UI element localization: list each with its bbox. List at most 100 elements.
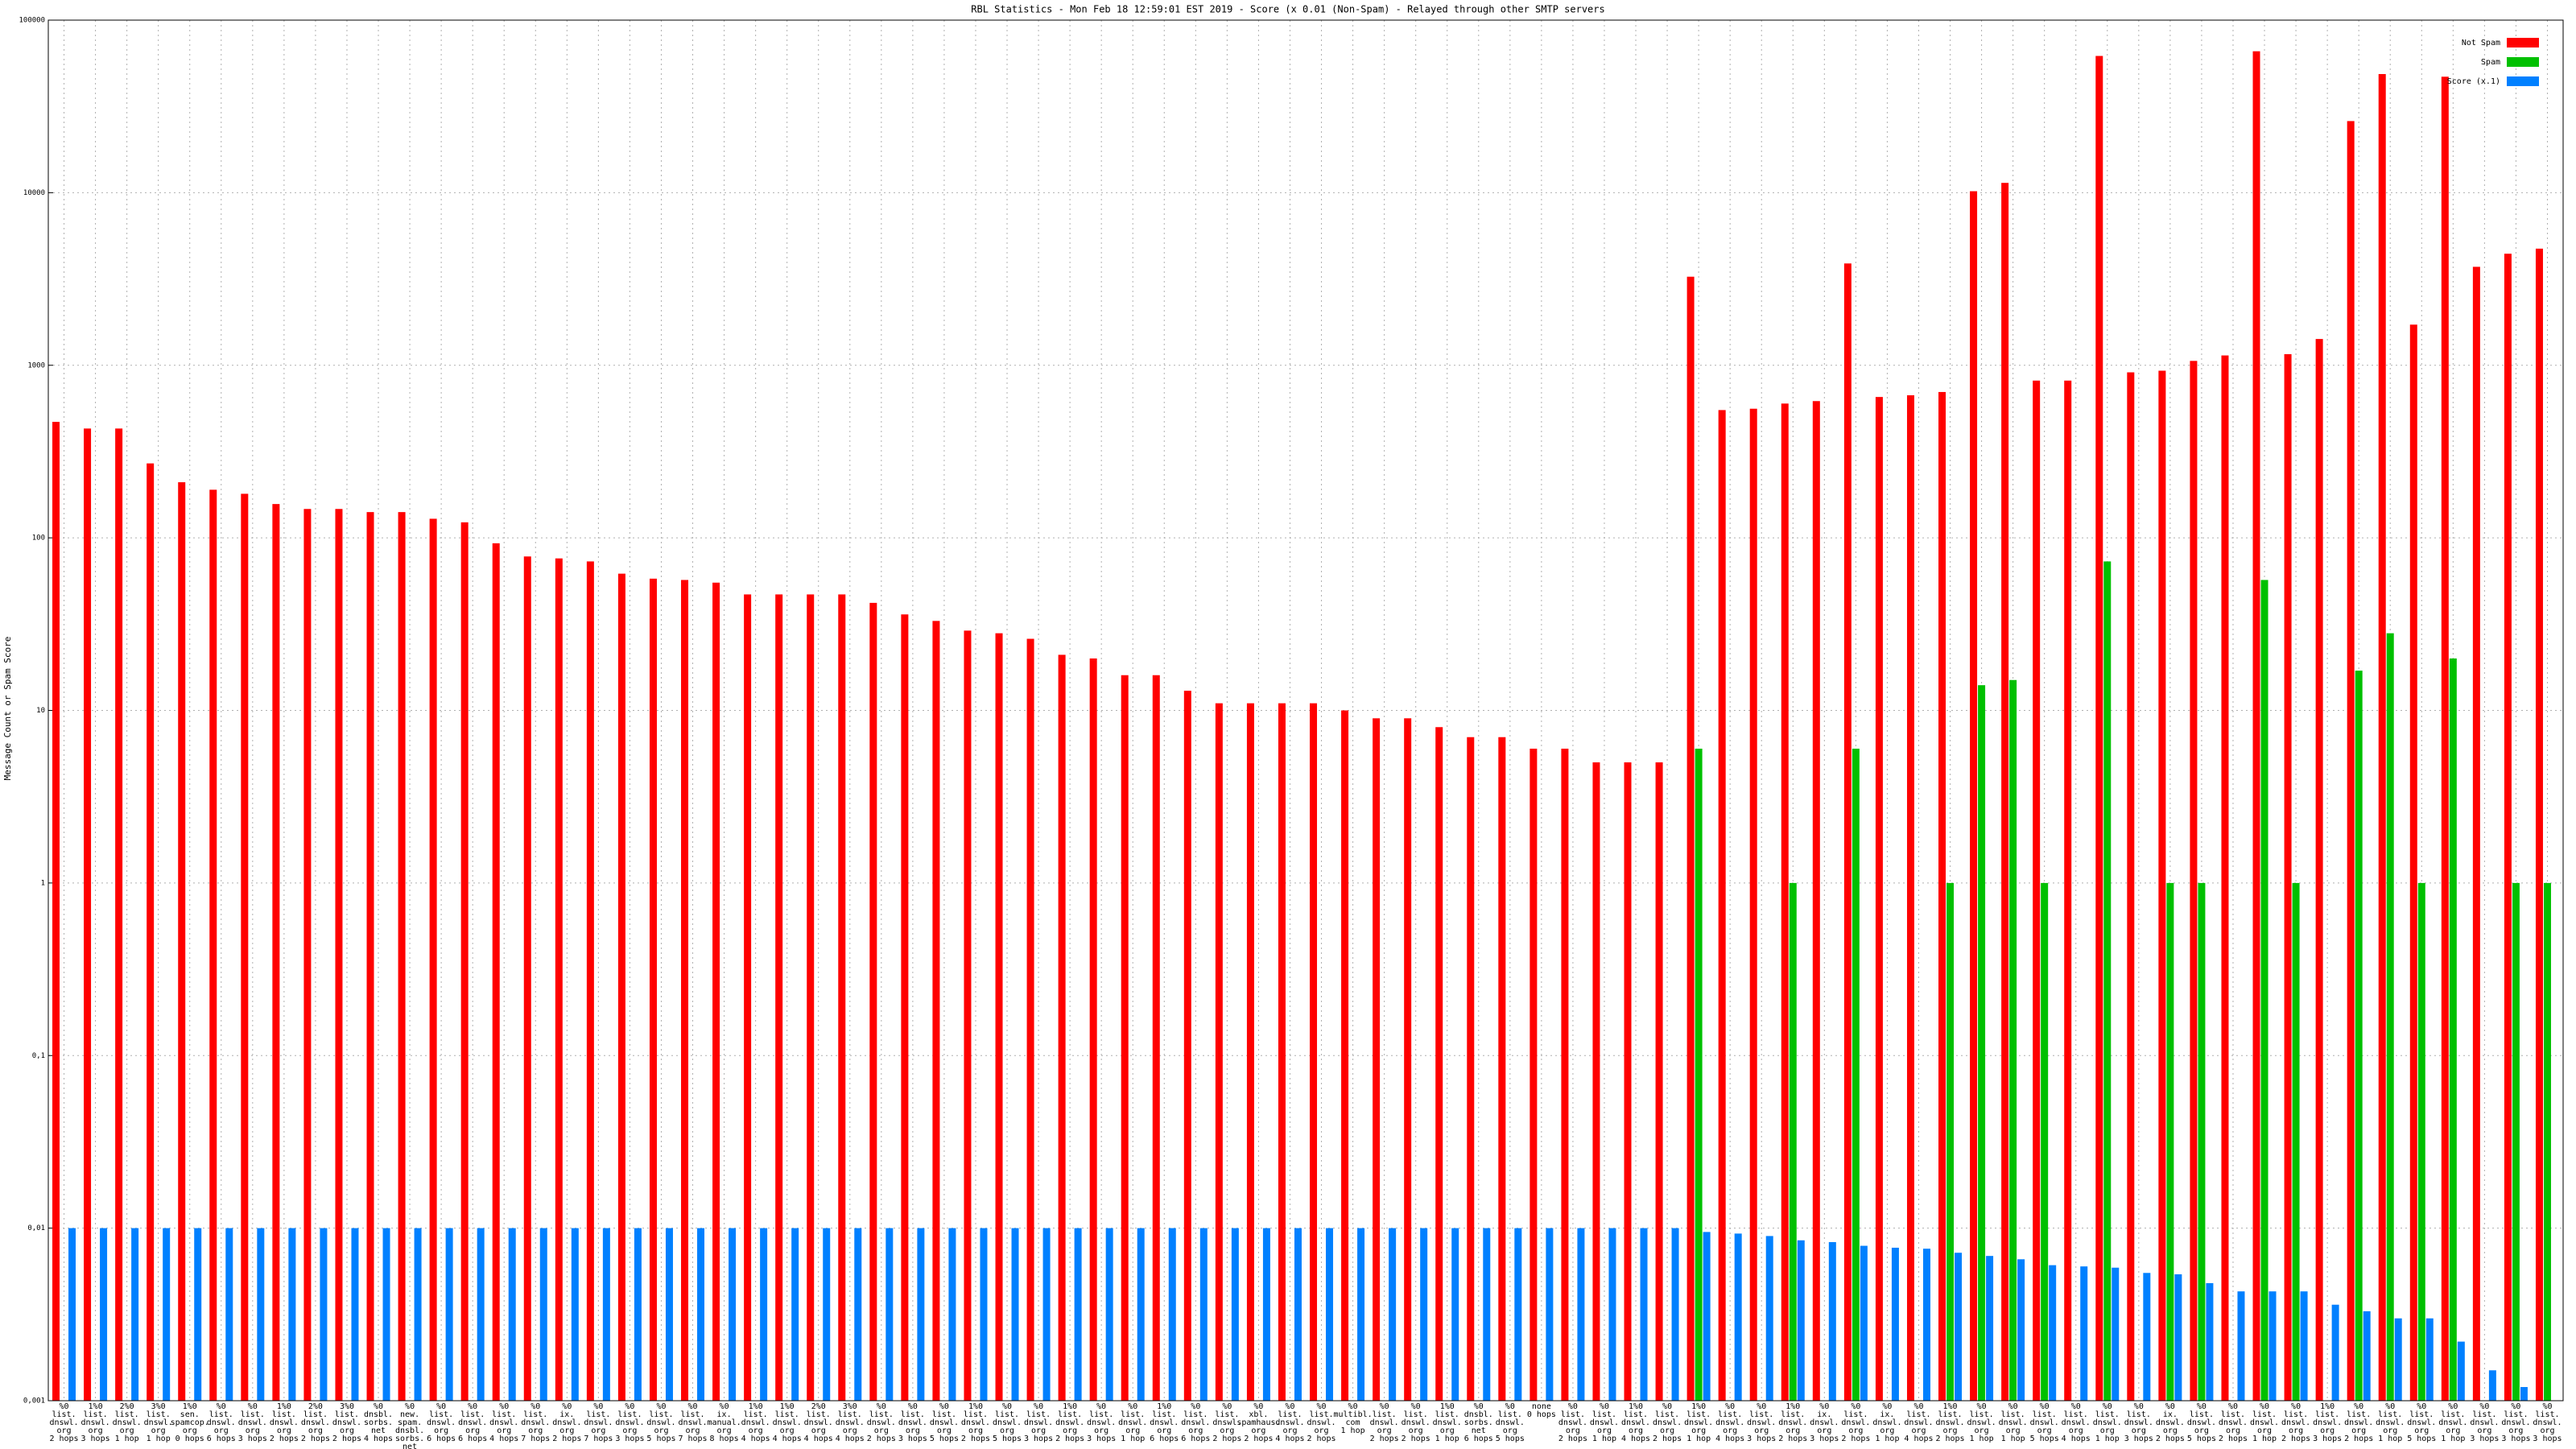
bar bbox=[272, 504, 280, 1401]
bar bbox=[2080, 1266, 2088, 1401]
bar bbox=[288, 1228, 296, 1401]
bar bbox=[1420, 1228, 1428, 1401]
y-tick-label: 10000 bbox=[23, 189, 45, 197]
x-tick-label: %0 list. dnswl. org 2 hops bbox=[1370, 1402, 1399, 1443]
bar bbox=[429, 518, 437, 1401]
bar bbox=[791, 1228, 799, 1401]
bar bbox=[901, 614, 909, 1401]
bar bbox=[2095, 56, 2103, 1402]
x-tick-label: %0 list. dnswl. org 3 hops bbox=[2501, 1402, 2530, 1443]
bar bbox=[1026, 638, 1034, 1401]
x-tick-label: 1%0 list. dnswl. org 6 hops bbox=[1150, 1402, 1179, 1443]
x-tick-label: %0 list. dnswl. org 3 hops bbox=[2470, 1402, 2499, 1443]
x-tick-label: %0 list. dnswl. org 7 hops bbox=[584, 1402, 613, 1443]
x-tick-label: %0 list. dnswl. org 4 hops bbox=[1715, 1402, 1744, 1443]
x-tick-label: 1%0 list. dnswl. org 1 hop bbox=[1433, 1402, 1462, 1443]
bar bbox=[1640, 1228, 1648, 1401]
bar bbox=[1875, 397, 1883, 1401]
bar bbox=[1906, 395, 1914, 1402]
x-tick-label: none 0 hops bbox=[1527, 1402, 1556, 1419]
bar bbox=[2284, 353, 2292, 1401]
bar bbox=[1608, 1228, 1616, 1401]
bar bbox=[2417, 882, 2425, 1401]
bar bbox=[178, 482, 186, 1401]
bar bbox=[2064, 380, 2072, 1401]
bar bbox=[2221, 355, 2229, 1401]
x-tick-label: 1%0 list. dnswl. org 2 hops bbox=[1935, 1402, 1964, 1443]
x-tick-label: %0 dnsbl. sorbs. net 6 hops bbox=[1464, 1402, 1493, 1443]
y-tick-label: 10 bbox=[36, 707, 45, 715]
x-tick-label: 1%0 list. dnswl. org 4 hops bbox=[1621, 1402, 1650, 1443]
bar bbox=[508, 1228, 516, 1401]
bar bbox=[1042, 1228, 1051, 1401]
bar bbox=[2409, 324, 2417, 1402]
bar bbox=[335, 509, 343, 1401]
bar bbox=[539, 1228, 547, 1401]
bar bbox=[807, 594, 815, 1401]
x-tick-label: 2%0 list. dnswl. org 4 hops bbox=[804, 1402, 833, 1443]
x-tick-label: %0 list. dnswl. org 5 hops bbox=[2407, 1402, 2436, 1443]
x-tick-label: %0 list. dnswl. org 3 hops bbox=[1024, 1402, 1053, 1443]
legend-label: Spam bbox=[2481, 58, 2500, 67]
legend-swatch bbox=[2507, 76, 2539, 86]
legend-swatch bbox=[2507, 57, 2539, 67]
x-tick-label: %0 list. dnswl. org 6 hops bbox=[427, 1402, 456, 1443]
bar bbox=[2543, 882, 2551, 1401]
bar bbox=[1970, 191, 1978, 1401]
bar bbox=[1011, 1228, 1019, 1401]
bar bbox=[2252, 51, 2260, 1401]
bar bbox=[257, 1228, 265, 1401]
bar bbox=[2206, 1282, 2214, 1401]
bar bbox=[1938, 391, 1946, 1401]
bar bbox=[1483, 1228, 1491, 1401]
x-tick-label: %0 list. dnswl. org 4 hops bbox=[1275, 1402, 1304, 1443]
bar bbox=[2103, 561, 2112, 1401]
bar bbox=[2127, 372, 2135, 1401]
x-tick-label: %0 xbl. spamhaus. org 2 hops bbox=[1236, 1402, 1280, 1443]
bar bbox=[366, 512, 374, 1401]
x-tick-label: %0 list. dnswl. org 2 hops bbox=[1653, 1402, 1682, 1443]
x-tick-label: %0 ix. dnswl. org 1 hop bbox=[1872, 1402, 1901, 1443]
bar bbox=[1828, 1241, 1836, 1401]
bar bbox=[1955, 1253, 1963, 1401]
bar bbox=[1686, 276, 1695, 1401]
bar bbox=[1749, 408, 1757, 1401]
bar bbox=[1137, 1228, 1145, 1401]
bar bbox=[2260, 580, 2268, 1401]
bar bbox=[1843, 263, 1852, 1401]
bar bbox=[1168, 1228, 1176, 1401]
bar bbox=[115, 428, 123, 1401]
bar bbox=[2268, 1291, 2277, 1401]
x-tick-label: %0 list. dnswl. org 2 hops bbox=[1558, 1402, 1587, 1443]
x-tick-label: 1%0 list. dnswl. org 1 hop bbox=[1684, 1402, 1713, 1443]
x-tick-label: %0 list. dnswl. org 3 hops bbox=[1087, 1402, 1116, 1443]
bar bbox=[1183, 691, 1191, 1401]
bar bbox=[1946, 882, 1955, 1401]
bar bbox=[555, 558, 563, 1402]
bar bbox=[1797, 1240, 1805, 1401]
x-tick-label: 3%0 list. dnswl. org 4 hops bbox=[836, 1402, 865, 1443]
bar bbox=[2535, 248, 2543, 1401]
x-tick-label: %0 list. dnswl. org 3 hops bbox=[615, 1402, 644, 1443]
x-tick-label: %0 list. dnswl. org 2 hops bbox=[1212, 1402, 1241, 1443]
bar bbox=[1577, 1228, 1585, 1401]
bar bbox=[2198, 882, 2206, 1401]
bar bbox=[571, 1228, 579, 1401]
x-tick-label: %0 list. dnswl. org 5 hops bbox=[1496, 1402, 1525, 1443]
bar bbox=[1546, 1228, 1554, 1401]
bar bbox=[1703, 1232, 1711, 1401]
x-tick-label: %0 list. dnswl. org 2 hops bbox=[2219, 1402, 2248, 1443]
bar bbox=[209, 489, 217, 1401]
x-tick-label: %0 list. dnswl. org 1 hop bbox=[2438, 1402, 2467, 1443]
x-tick-label: %0 list. dnswl. org 2 hops bbox=[49, 1402, 78, 1443]
x-tick-label: %0 ix. manual. org 8 hops bbox=[707, 1402, 741, 1443]
bar bbox=[2363, 1311, 2371, 1401]
bar bbox=[523, 556, 531, 1401]
x-tick-label: %0 list. dnswl. org 1 hop bbox=[2376, 1402, 2405, 1443]
bar bbox=[1152, 675, 1160, 1401]
bar bbox=[1246, 703, 1254, 1401]
bar bbox=[1105, 1228, 1113, 1401]
bar bbox=[320, 1228, 328, 1401]
x-tick-label: %0 list. dnswl. org 1 hop bbox=[1118, 1402, 1147, 1443]
